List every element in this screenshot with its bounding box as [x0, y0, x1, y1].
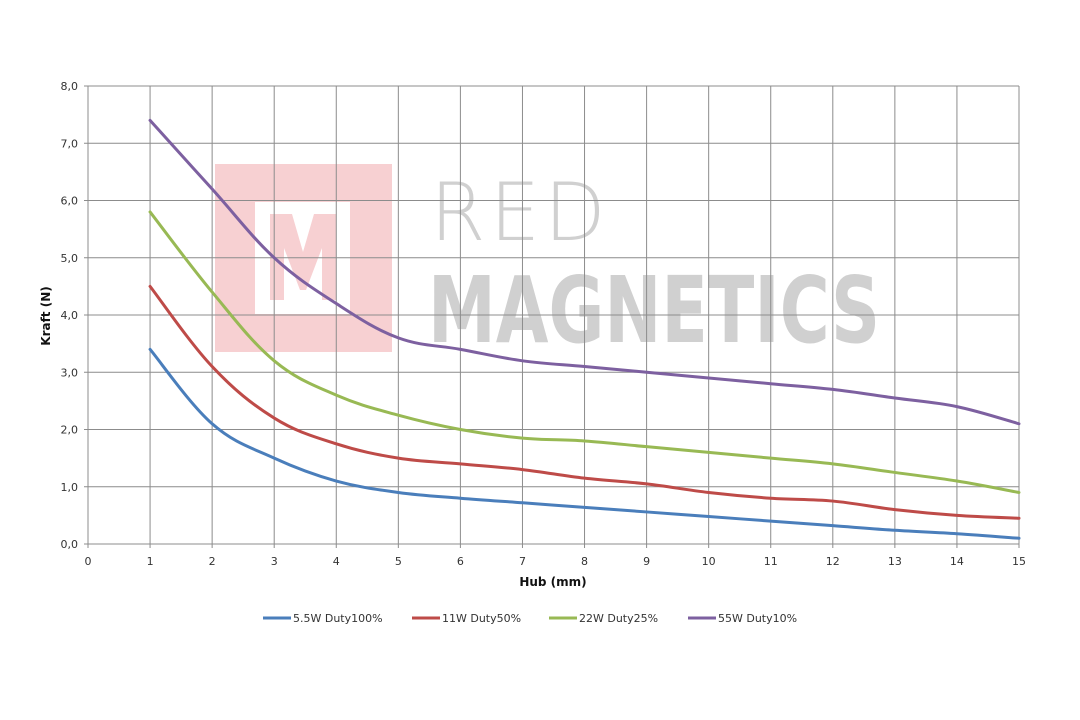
legend-label: 11W Duty50%: [442, 612, 521, 625]
y-tick-label: 6,0: [61, 195, 79, 208]
y-tick-label: 1,0: [61, 481, 79, 494]
series-line-3: [148, 210, 1021, 494]
x-axis-ticks: 0 1 2 3 4 5 6 7 8 9 10 11 12 13 14 15: [85, 555, 1027, 568]
y-tick-label: 2,0: [61, 424, 79, 437]
series-line-2: [148, 284, 1021, 520]
y-tick-label: 8,0: [61, 80, 79, 93]
series-lines: [148, 118, 1021, 540]
x-tick-label: 11: [764, 555, 778, 568]
watermark-text-magnetics: MAGNETICS: [428, 257, 880, 364]
x-tick-label: 10: [702, 555, 716, 568]
y-axis-title: Kraft (N): [39, 286, 53, 345]
watermark: RED MAGNETICS: [215, 164, 880, 364]
x-tick-label: 7: [519, 555, 526, 568]
x-tick-label: 8: [581, 555, 588, 568]
grid: [84, 85, 1020, 548]
legend: 5.5W Duty100% 11W Duty50% 22W Duty25% 55W D…: [263, 612, 797, 625]
x-tick-label: 15: [1012, 555, 1026, 568]
y-tick-label: 7,0: [61, 137, 79, 150]
watermark-text-red: RED: [430, 166, 610, 259]
legend-label: 22W Duty25%: [579, 612, 658, 625]
series-line-1: [148, 347, 1021, 540]
y-tick-label: 3,0: [61, 366, 79, 379]
x-tick-label: 13: [888, 555, 902, 568]
series-line-4: [148, 118, 1021, 426]
legend-label: 55W Duty10%: [718, 612, 797, 625]
x-axis-title: Hub (mm): [519, 575, 586, 589]
legend-label: 5.5W Duty100%: [293, 612, 383, 625]
y-tick-label: 0,0: [61, 538, 79, 551]
x-tick-label: 9: [643, 555, 650, 568]
y-tick-label: 4,0: [61, 309, 79, 322]
x-tick-label: 6: [457, 555, 464, 568]
y-tick-label: 5,0: [61, 252, 79, 265]
x-tick-label: 0: [85, 555, 92, 568]
y-axis-ticks: 0,0 1,0 2,0 3,0 4,0 5,0 6,0 7,0 8,0: [61, 80, 79, 551]
x-tick-label: 12: [826, 555, 840, 568]
x-tick-label: 1: [147, 555, 154, 568]
x-tick-label: 2: [209, 555, 216, 568]
x-tick-label: 4: [333, 555, 340, 568]
x-tick-label: 5: [395, 555, 402, 568]
x-tick-label: 14: [950, 555, 964, 568]
x-tick-label: 3: [271, 555, 278, 568]
